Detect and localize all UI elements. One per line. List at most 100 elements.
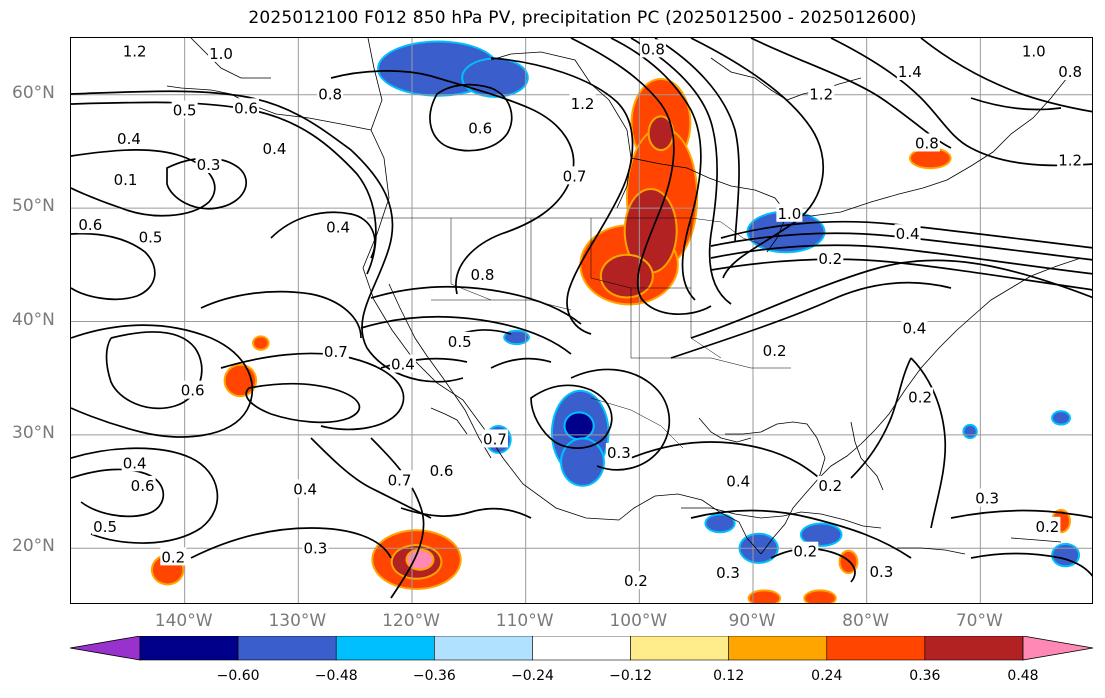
contour-label: 0.4 bbox=[293, 480, 317, 498]
pv-contour bbox=[490, 57, 634, 335]
map-panel: 1.2 1.0 0.8 0.5 0.6 0.4 0.3 0.4 0.1 0.6 0.5 0.4 0.8 0… bbox=[70, 37, 1093, 604]
contour-label: 0.7 bbox=[483, 430, 507, 448]
contour-label-bg bbox=[446, 331, 473, 350]
pv-contour bbox=[570, 38, 712, 315]
colorbar-swatch bbox=[630, 636, 729, 661]
contour-label: 0.4 bbox=[902, 319, 926, 337]
contour-label-bg bbox=[605, 443, 632, 462]
contour-label: 0.3 bbox=[975, 489, 999, 507]
longitude-label: 90°W bbox=[728, 611, 776, 631]
contour-label: 0.4 bbox=[896, 225, 920, 243]
latitude-label: 40°N bbox=[12, 309, 55, 330]
contour-label: 0.6 bbox=[234, 99, 258, 117]
state-border bbox=[450, 218, 492, 301]
contour-label-bg bbox=[569, 93, 596, 112]
contour-label-layer: 1.2 1.0 0.8 0.5 0.6 0.4 0.3 0.4 0.1 0.6 0.5 0.4 0.8 0… bbox=[77, 39, 1084, 590]
contour-label-bg bbox=[481, 429, 508, 448]
pv-contour bbox=[910, 357, 947, 529]
coastline bbox=[388, 283, 492, 459]
precip-patch bbox=[601, 255, 652, 297]
pv-contour bbox=[71, 149, 216, 217]
contour-label-bg bbox=[1057, 150, 1084, 169]
contour-label: 0.3 bbox=[870, 563, 894, 581]
colorbar-tick-label: 0.24 bbox=[811, 668, 843, 684]
coastline bbox=[760, 437, 826, 555]
contour-label-bg bbox=[121, 453, 148, 472]
coastline bbox=[850, 421, 884, 491]
precip-patch bbox=[649, 117, 673, 150]
pv-contour bbox=[850, 357, 912, 479]
contour-label: 0.7 bbox=[563, 167, 587, 185]
longitude-label: 100°W bbox=[609, 611, 668, 631]
contour-label: 0.5 bbox=[93, 518, 117, 536]
precip-patch bbox=[801, 524, 841, 545]
colorbar-tick-label: −0.36 bbox=[412, 668, 456, 684]
contour-label-bg bbox=[896, 62, 923, 81]
contour-label-bg bbox=[868, 562, 895, 581]
pv-contour bbox=[770, 547, 856, 583]
state-border bbox=[590, 397, 684, 449]
longitude-label: 80°W bbox=[842, 611, 890, 631]
contour-label-bg bbox=[1057, 62, 1084, 81]
contour-label: 0.3 bbox=[607, 444, 631, 462]
coastline bbox=[818, 257, 1082, 479]
precip-patch bbox=[254, 337, 268, 349]
pv-contour bbox=[220, 352, 405, 431]
contour-label-bg bbox=[907, 387, 934, 406]
contour-label: 1.0 bbox=[209, 45, 233, 63]
contour-label-bg bbox=[817, 475, 844, 494]
pv-contour bbox=[310, 437, 432, 519]
colorbar-tick-label: −0.12 bbox=[609, 668, 652, 684]
coastline bbox=[430, 407, 468, 435]
colorbar-extend-high bbox=[1022, 636, 1094, 661]
latitude-label: 30°N bbox=[12, 422, 55, 443]
contour-label: 0.6 bbox=[181, 382, 205, 400]
contour-label-bg bbox=[561, 166, 588, 185]
precip-patch bbox=[1053, 412, 1069, 424]
contour-label: 0.6 bbox=[131, 477, 155, 495]
contour-label-bg bbox=[776, 203, 803, 222]
contour-label-bg bbox=[974, 488, 1001, 507]
colorbar-tick-label: 0.12 bbox=[713, 668, 745, 684]
contour-label: 1.0 bbox=[777, 205, 801, 223]
pv-contour bbox=[670, 281, 952, 359]
colorbar-swatch bbox=[335, 636, 435, 661]
pv-contour bbox=[71, 468, 165, 518]
colorbar-tick-label: −0.48 bbox=[314, 668, 358, 684]
contour-label: 0.7 bbox=[324, 343, 348, 361]
colorbar-swatch bbox=[924, 636, 1024, 661]
contour-label-bg bbox=[469, 265, 496, 284]
pv-contour bbox=[654, 38, 740, 243]
precip-patch bbox=[505, 331, 528, 344]
contour-label-bg bbox=[808, 84, 835, 103]
latitude-label: 20°N bbox=[12, 536, 55, 557]
contour-label: 0.3 bbox=[716, 564, 740, 582]
contour-label-bg bbox=[901, 318, 928, 337]
contour-label-bg bbox=[171, 100, 198, 119]
pv-contour bbox=[950, 509, 1092, 519]
contour-label: 0.6 bbox=[468, 120, 492, 138]
contour-label: 1.2 bbox=[809, 86, 833, 104]
precip-patch bbox=[225, 365, 256, 396]
contour-label: 0.4 bbox=[263, 140, 287, 158]
precip-patch bbox=[625, 189, 676, 272]
precip-patch bbox=[706, 515, 734, 532]
contour-label-bg bbox=[121, 41, 148, 60]
pv-contour bbox=[200, 290, 362, 339]
contour-label-bg bbox=[639, 39, 666, 58]
contour-label: 0.2 bbox=[1035, 518, 1059, 536]
contour-label-bg bbox=[261, 139, 288, 158]
contour-label-bg bbox=[208, 43, 235, 62]
contour-label: 0.5 bbox=[448, 333, 472, 351]
pv-contour bbox=[490, 357, 552, 369]
pv-contour bbox=[970, 97, 1062, 111]
map-title: 2025012100 F012 850 hPa PV, precipitatio… bbox=[248, 8, 917, 28]
precip-patch bbox=[1053, 544, 1079, 566]
contour-label-bg bbox=[894, 224, 921, 243]
coastline bbox=[725, 421, 818, 439]
contour-label: 0.3 bbox=[197, 156, 221, 174]
coastline bbox=[1010, 537, 1062, 543]
contour-label-bg bbox=[714, 563, 741, 582]
precip-patch bbox=[565, 413, 593, 439]
contour-label-bg bbox=[725, 471, 752, 490]
